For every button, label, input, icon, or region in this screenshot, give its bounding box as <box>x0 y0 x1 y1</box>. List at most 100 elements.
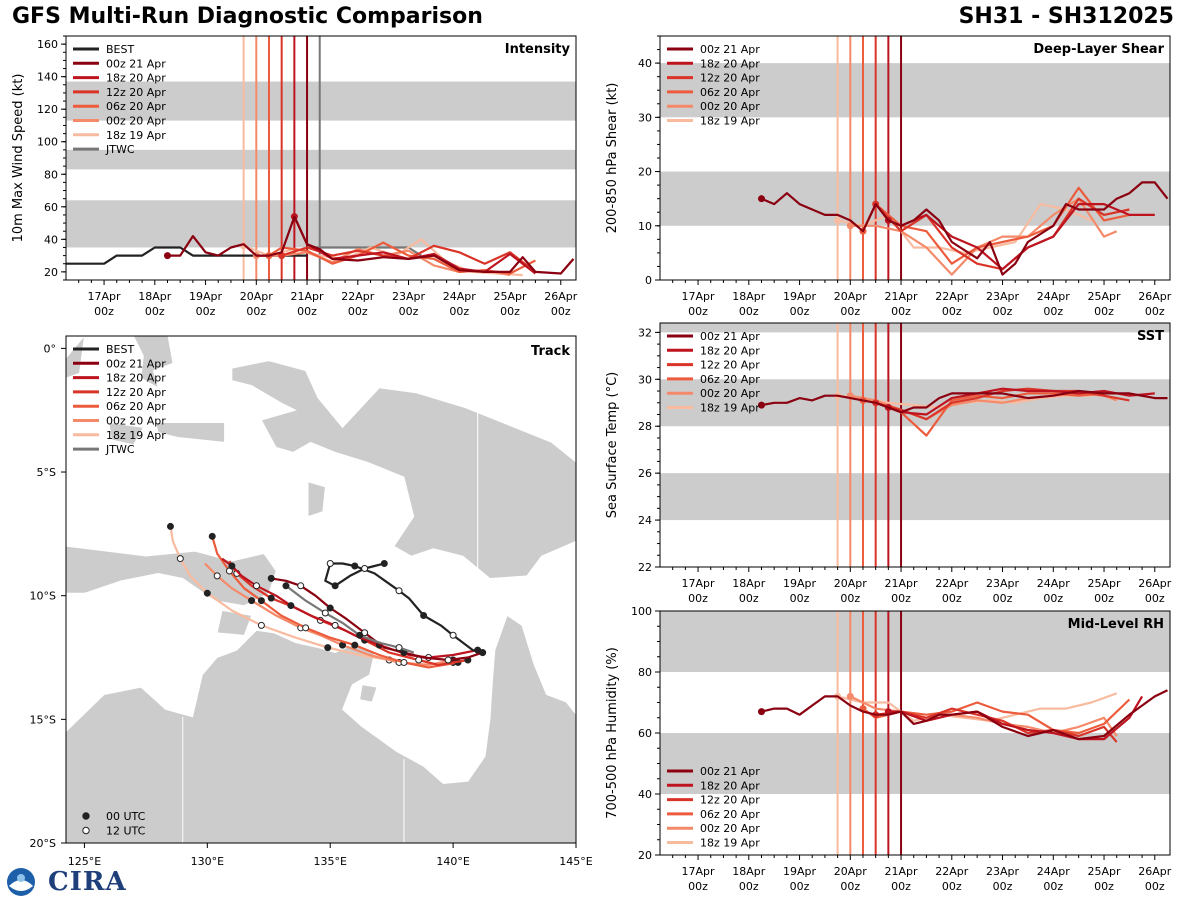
x-tick-label: 145°E <box>559 855 592 868</box>
best-track <box>324 562 483 654</box>
y-tick-label: 140 <box>37 71 58 84</box>
track-marker <box>248 597 256 605</box>
legend-label: 18z 19 Apr <box>106 129 166 142</box>
y-tick-label: 10°S <box>30 590 56 603</box>
legend-label: 18z 19 Apr <box>106 429 166 442</box>
legend-label: 18z 19 Apr <box>700 402 760 415</box>
x-tick-sublabel: 00z <box>688 592 708 605</box>
series-start-point <box>163 252 171 260</box>
series-line <box>875 707 1118 743</box>
x-tick-label: 19Apr <box>783 577 817 590</box>
x-tick-label: 24Apr <box>1037 577 1071 590</box>
x-tick-label: 19Apr <box>189 290 223 303</box>
x-tick-sublabel: 00z <box>1094 880 1114 893</box>
track-marker <box>351 641 359 649</box>
y-tick-label: 24 <box>638 514 652 527</box>
x-tick-sublabel: 00z <box>942 880 962 893</box>
y-tick-label: 20 <box>44 266 58 279</box>
x-tick-label: 135°E <box>313 855 346 868</box>
shade-band <box>66 149 576 170</box>
legend-label: 00z 21 Apr <box>700 330 760 343</box>
panel-sst: 22 24 26 28 30 32 17Apr 00z 18Apr 00z 19Apr 00z 20Ap… <box>605 322 1172 605</box>
plot-area <box>660 611 1170 855</box>
x-tick-label: 23Apr <box>986 577 1020 590</box>
x-tick-sublabel: 00z <box>790 880 810 893</box>
x-tick-label: 19Apr <box>783 290 817 303</box>
panel-title: Deep-Layer Shear <box>1033 42 1164 57</box>
marker-legend-symbol <box>82 826 90 835</box>
legend-label: JTWC <box>105 443 135 456</box>
legend-label: 06z 20 Apr <box>700 373 760 386</box>
track-marker <box>331 582 339 590</box>
y-tick-label: 28 <box>638 420 652 433</box>
map-frame <box>65 335 577 844</box>
panel-intensity: 20 40 60 80 100 120 140 160 17Apr 00z 18Apr 00z 19Ap… <box>11 35 578 318</box>
legend-label: 00z 20 Apr <box>700 387 760 400</box>
x-tick-sublabel: 00z <box>790 305 810 318</box>
land-mass <box>231 360 576 579</box>
panel-rh: 20 40 60 80 100 17Apr 00z 18Apr 00z 19Apr 00z 20Apr… <box>605 605 1172 893</box>
land-mass <box>359 684 378 703</box>
x-tick-label: 25Apr <box>1088 865 1122 878</box>
track-marker <box>444 656 452 664</box>
x-tick-sublabel: 00z <box>1145 592 1165 605</box>
panel-shear: 0 10 20 30 40 17Apr 00z 18Apr 00z 19Apr 00z 20Apr 00… <box>605 35 1172 318</box>
track-marker <box>324 644 332 652</box>
x-tick-label: 21Apr <box>885 290 919 303</box>
legend-label: 06z 20 Apr <box>700 808 760 821</box>
x-tick-label: 18Apr <box>138 290 172 303</box>
legend-label: 18z 20 Apr <box>700 57 760 70</box>
shade-band <box>660 473 1170 521</box>
track-marker <box>176 555 184 563</box>
series-start-point <box>846 692 854 700</box>
series-line <box>862 698 1131 735</box>
track-marker <box>252 582 260 590</box>
x-tick-label: 17Apr <box>88 290 122 303</box>
legend-label: 00z 21 Apr <box>106 57 166 70</box>
series-start-point <box>846 222 854 230</box>
track-marker <box>395 587 403 595</box>
track-marker <box>213 572 221 580</box>
x-tick-label: 17Apr <box>682 290 716 303</box>
marker-legend-label: 00 UTC <box>106 810 146 823</box>
x-tick-label: 23Apr <box>986 290 1020 303</box>
x-tick-sublabel: 00z <box>348 305 368 318</box>
y-axis-label: 200-850 hPa Shear (kt) <box>605 83 620 234</box>
legend-label: 00z 20 Apr <box>700 100 760 113</box>
track-marker <box>326 560 334 568</box>
x-tick-sublabel: 00z <box>739 592 759 605</box>
legend-label: 00z 21 Apr <box>106 357 166 370</box>
x-tick-label: 26Apr <box>1138 290 1172 303</box>
plot-area <box>660 323 1170 567</box>
x-tick-sublabel: 00z <box>399 305 419 318</box>
y-tick-label: 40 <box>638 57 652 70</box>
legend-label: 12z 20 Apr <box>700 72 760 85</box>
x-tick-label: 20Apr <box>834 865 868 878</box>
series-line <box>888 695 1144 741</box>
plot-area <box>660 36 1170 280</box>
x-tick-sublabel: 00z <box>500 305 520 318</box>
legend-label: 00z 20 Apr <box>700 822 760 835</box>
series-line <box>167 215 575 275</box>
legend-label: 18z 20 Apr <box>700 779 760 792</box>
x-tick-label: 17Apr <box>682 577 716 590</box>
legend-label: BEST <box>106 43 134 56</box>
x-tick-sublabel: 00z <box>551 305 571 318</box>
x-tick-sublabel: 00z <box>1043 305 1063 318</box>
legend-label: 12z 20 Apr <box>700 794 760 807</box>
track-marker <box>257 621 265 629</box>
series-line <box>888 387 1155 416</box>
y-axis-label: 700-500 hPa Humidity (%) <box>605 647 620 819</box>
x-tick-label: 18Apr <box>732 290 766 303</box>
y-tick-label: 0 <box>645 274 652 287</box>
x-tick-label: 18Apr <box>732 865 766 878</box>
track-marker <box>297 582 305 590</box>
shade-band <box>660 379 1170 427</box>
series-line <box>837 692 1118 722</box>
x-tick-sublabel: 00z <box>1094 592 1114 605</box>
panel-title: Track <box>531 344 570 359</box>
series-line <box>761 181 1169 276</box>
x-tick-label: 22Apr <box>935 290 969 303</box>
y-tick-label: 10 <box>638 220 652 233</box>
